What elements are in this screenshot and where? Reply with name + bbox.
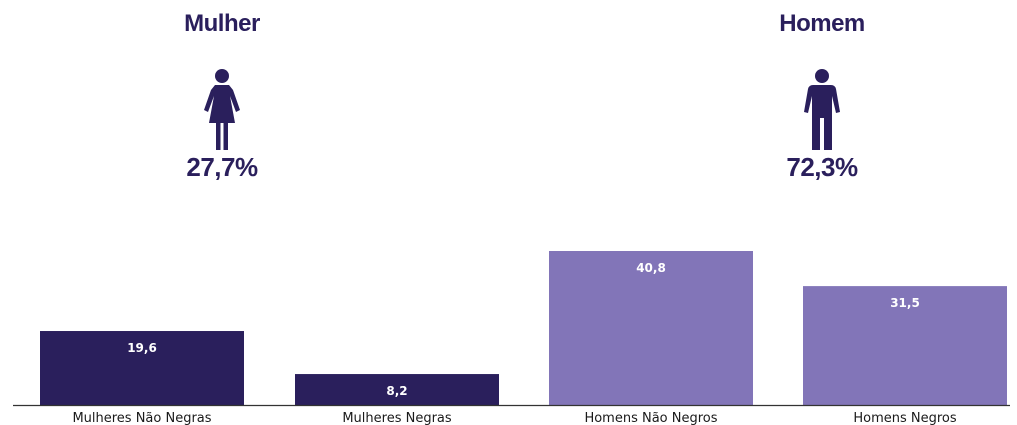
category-label-2: Homens Não Negros xyxy=(584,411,717,425)
category-label-0: Mulheres Não Negras xyxy=(72,411,211,425)
category-label-3: Homens Negros xyxy=(853,411,957,425)
bar-0 xyxy=(40,331,244,405)
bar-value-label-2: 40,8 xyxy=(636,261,666,275)
bar-1 xyxy=(295,374,499,405)
bar-2 xyxy=(549,251,753,405)
female-percent: 27,7% xyxy=(186,152,258,182)
woman-icon xyxy=(204,69,240,150)
category-label-1: Mulheres Negras xyxy=(342,411,452,425)
bar-value-label-1: 8,2 xyxy=(386,384,407,398)
female-title: Mulher xyxy=(184,10,260,37)
man-icon xyxy=(804,69,840,150)
bar-value-label-0: 19,6 xyxy=(127,341,157,355)
male-percent: 72,3% xyxy=(786,152,858,182)
male-title: Homem xyxy=(779,10,865,37)
bar-3 xyxy=(803,286,1007,405)
bar-value-label-3: 31,5 xyxy=(890,296,920,310)
